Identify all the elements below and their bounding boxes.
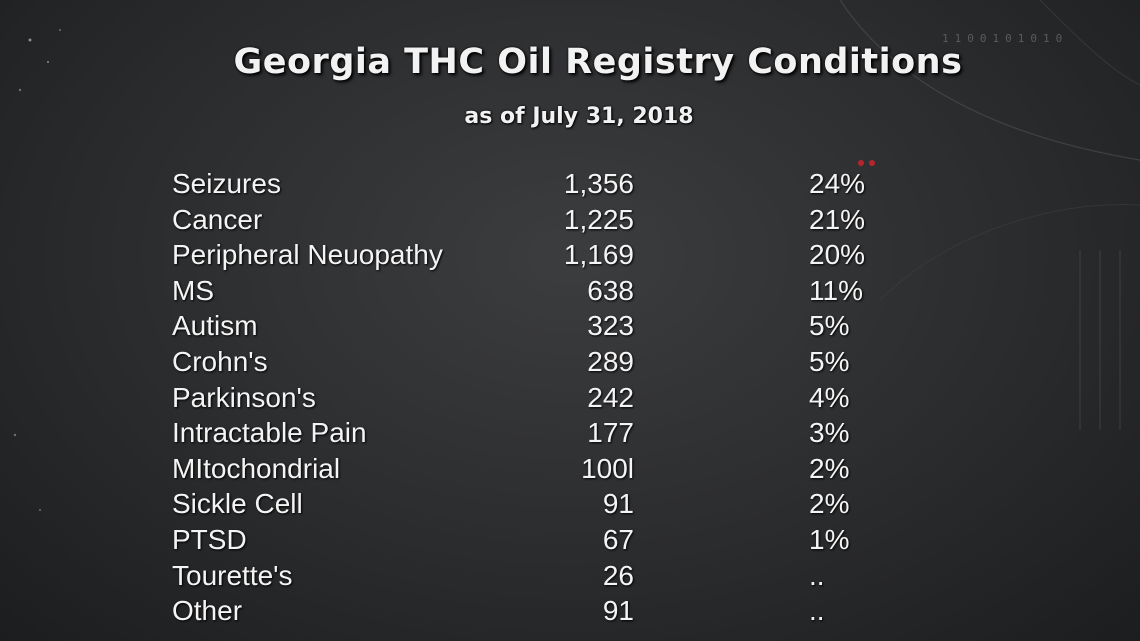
percent-value: 11% bbox=[809, 274, 863, 306]
table-row: Peripheral Neuopathy 1,169 20% bbox=[172, 237, 892, 273]
patient-count: 91 bbox=[602, 595, 634, 627]
percent-value: 2% bbox=[809, 488, 850, 520]
condition-label: Parkinson's bbox=[172, 381, 316, 413]
table-row: Cancer 1,225 21% bbox=[172, 202, 892, 238]
percent-value: .. bbox=[809, 595, 825, 627]
table-row: Parkinson's 242 4% bbox=[172, 380, 892, 416]
binary-decoration: 1100101010 bbox=[942, 32, 1069, 45]
table-row: Autism 323 5% bbox=[172, 308, 892, 344]
red-dots-decoration bbox=[858, 153, 880, 171]
patient-count: 1,169 bbox=[563, 239, 634, 271]
condition-label: MS bbox=[172, 274, 214, 306]
patient-count: 177 bbox=[587, 417, 634, 449]
table-row: MItochondrial 100l 2% bbox=[172, 451, 892, 487]
condition-label: Autism bbox=[172, 310, 258, 342]
table-row: Intractable Pain 177 3% bbox=[172, 415, 892, 451]
table-row: PTSD 67 1% bbox=[172, 522, 892, 558]
table-row: Other 91.. bbox=[172, 593, 892, 629]
condition-label: Seizures bbox=[172, 168, 281, 199]
percent-value: 2% bbox=[809, 452, 850, 484]
condition-label: Sickle Cell bbox=[172, 488, 303, 520]
condition-label: Intractable Pain bbox=[172, 417, 367, 449]
table-row: Seizures 1,356 24% bbox=[172, 166, 892, 202]
patient-count: 26 bbox=[602, 559, 634, 591]
percent-value: 20% bbox=[809, 239, 866, 271]
condition-label: PTSD bbox=[172, 523, 247, 555]
condition-label: Tourette's bbox=[172, 559, 293, 591]
percent-value: 5% bbox=[809, 345, 850, 377]
patient-count: 100l bbox=[581, 452, 634, 484]
table-row: MS 638 11% bbox=[172, 273, 892, 309]
page-title: Georgia THC Oil Registry Conditions bbox=[233, 42, 963, 82]
percent-value: 4% bbox=[809, 381, 850, 413]
condition-label: Peripheral Neuopathy bbox=[172, 239, 443, 271]
patient-count: 289 bbox=[587, 345, 634, 377]
table-row: Sickle Cell 91 2% bbox=[172, 486, 892, 522]
percent-value: .. bbox=[809, 559, 825, 591]
patient-count: 323 bbox=[587, 310, 634, 342]
table-row: Tourette's 26.. bbox=[172, 558, 892, 594]
condition-label: Cancer bbox=[172, 203, 263, 235]
percent-value: 1% bbox=[809, 523, 850, 555]
percent-value: 3% bbox=[809, 417, 850, 449]
condition-label: Crohn's bbox=[172, 345, 268, 377]
percent-value: 24% bbox=[809, 168, 866, 199]
percent-value: 21% bbox=[809, 203, 866, 235]
condition-label: MItochondrial bbox=[172, 452, 341, 484]
patient-count: 242 bbox=[587, 381, 634, 413]
percent-value: 5% bbox=[809, 310, 850, 342]
table-row: Crohn's 289 5% bbox=[172, 344, 892, 380]
patient-count: 1,225 bbox=[563, 203, 634, 235]
patient-count: 1,356 bbox=[563, 168, 634, 199]
condition-label: Other bbox=[172, 595, 243, 627]
patient-count: 91 bbox=[602, 488, 634, 520]
conditions-table: Seizures 1,356 24% Cancer 1,225 21% Peripheral… bbox=[172, 166, 892, 629]
patient-count: 638 bbox=[587, 274, 634, 306]
page-subtitle: as of July 31, 2018 bbox=[464, 104, 694, 129]
patient-count: 67 bbox=[602, 523, 634, 555]
